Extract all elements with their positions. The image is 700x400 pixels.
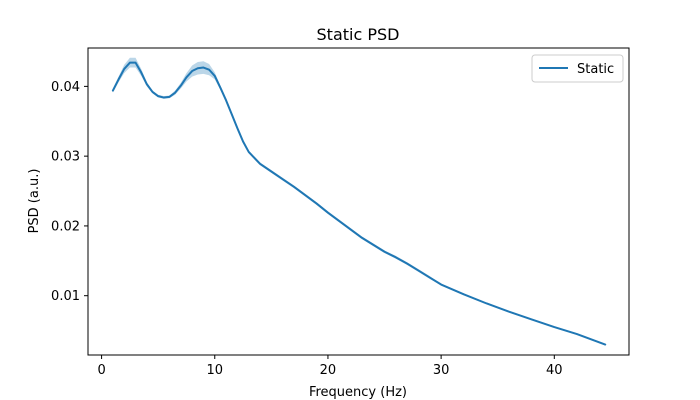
x-axis-ticks: 0 10 20 30 40 [97,355,563,378]
series-line-layer [111,61,607,346]
x-tick-label: 30 [433,363,450,378]
y-axis-label: PSD (a.u.) [27,169,42,234]
x-tick-label: 10 [206,363,223,378]
legend-label-static: Static [577,62,614,77]
x-axis-label: Frequency (Hz) [309,385,407,400]
y-tick-label: 0.03 [51,150,80,165]
legend: Static [531,54,624,83]
plot-frame [87,47,630,356]
y-tick-label: 0.02 [51,219,80,234]
legend-box [531,54,624,83]
x-tick-label: 40 [546,363,563,378]
x-tick-label: 0 [97,363,105,378]
x-tick-label: 20 [320,363,337,378]
series-line-static [111,61,607,346]
chart-title: Static PSD [317,25,400,44]
y-axis-ticks: 0.01 0.02 0.03 0.04 [51,80,88,304]
y-tick-label: 0.04 [51,80,80,95]
y-tick-label: 0.01 [51,289,80,304]
